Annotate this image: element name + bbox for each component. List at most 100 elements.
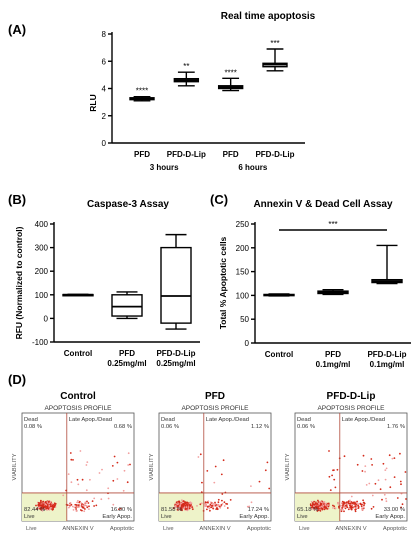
flow-plot-1-event-dot — [181, 499, 183, 502]
flow-plot-2-event-dot — [329, 489, 332, 491]
chart-b-category-label: 0.25mg/ml — [156, 359, 195, 368]
chart-c-title: Annexin V & Dead Cell Assay — [253, 199, 393, 210]
flow-plot-1-event-dot — [188, 503, 191, 506]
flow-plot-2-quad-ul-name: Dead — [297, 417, 311, 423]
chart-a-category-label: PFD-D-Lip — [167, 150, 206, 159]
flow-plot-1-event-dot — [199, 503, 202, 506]
flow-plot-2-event-dot — [362, 506, 365, 509]
chart-a-sig-label: *** — [270, 39, 279, 48]
flow-plot-2-event-dot — [315, 505, 318, 507]
chart-c-y-tick-label: 250 — [236, 220, 250, 229]
flow-plot-1-event-dot — [250, 501, 253, 504]
flow-plot-2-event-dot — [350, 501, 353, 503]
flow-plot-2-event-dot — [364, 470, 366, 473]
chart-c-category-label: PFD — [325, 350, 341, 359]
flow-plot-0-event-dot — [86, 461, 89, 463]
flow-plot-0-event-dot — [82, 506, 84, 508]
flow-plot-2-x-sub-left: Live — [299, 526, 310, 532]
flow-plot-1-event-dot — [223, 501, 226, 504]
flow-plot-1-event-dot — [264, 469, 267, 472]
chart-c-y-tick-label: 200 — [236, 244, 250, 253]
flow-plot-1-event-dot — [209, 509, 211, 512]
flow-plot-2-event-dot — [384, 469, 387, 471]
flow-plot-2-event-dot — [340, 510, 343, 513]
flow-plot-0-event-dot — [44, 503, 47, 506]
chart-c-significance-label: *** — [328, 220, 337, 229]
flow-plot-1-event-dot — [196, 505, 198, 507]
flow-plot-0-quad-ur-value: 0.68 % — [114, 424, 132, 430]
flow-plot-1-event-dot — [182, 504, 185, 507]
flow-plot-2-event-dot — [361, 503, 363, 506]
flow-plot-2-event-dot — [363, 502, 366, 505]
flow-plot-0-event-dot — [45, 507, 48, 510]
flow-plot-2-event-dot — [315, 508, 318, 511]
flow-plot-1-event-dot — [204, 501, 207, 503]
flow-plot-2-event-dot — [388, 454, 391, 457]
flow-plot-0-event-dot — [35, 504, 37, 507]
chart-b-category-label: 0.25mg/ml — [107, 359, 146, 368]
chart-a-category-label: PFD — [223, 150, 239, 159]
flow-plot-1-event-dot — [207, 500, 210, 503]
flow-plot-2-event-dot — [331, 474, 333, 477]
flow-plot-2-event-dot — [349, 499, 351, 502]
flow-plot-0-event-dot — [75, 504, 78, 506]
flow-plot-0-event-dot — [88, 505, 90, 508]
flow-plot-2-event-dot — [334, 507, 337, 510]
flow-plot-0-event-dot — [85, 504, 88, 507]
flow-plot-0-event-dot — [107, 497, 110, 500]
flow-plot-0-event-dot — [83, 504, 85, 507]
flow-plot-2-event-dot — [371, 464, 373, 466]
chart-b-y-tick-label: -100 — [32, 338, 49, 347]
flow-plot-0-event-dot — [111, 465, 114, 467]
flow-plot-2-event-dot — [310, 506, 313, 509]
flow-plot-2-event-dot — [327, 505, 330, 508]
flow-plot-2-event-dot — [317, 499, 319, 502]
flow-plot-0-event-dot — [76, 501, 78, 504]
flow-plot-0-event-dot — [53, 504, 55, 506]
flow-plot-2-event-dot — [338, 505, 340, 508]
flow-plot-1-event-dot — [266, 461, 269, 464]
flow-plot-2-event-dot — [326, 508, 329, 510]
flow-plot-1-event-dot — [176, 505, 179, 507]
flow-plot-0-event-dot — [81, 504, 84, 507]
chart-c-category-label: 0.1mg/ml — [316, 360, 351, 369]
flow-plot-1-event-dot — [223, 505, 226, 507]
chart-b-category-label: PFD — [119, 349, 135, 358]
flow-plot-0-event-dot — [36, 507, 39, 510]
flow-plot-0-event-dot — [78, 505, 81, 508]
flow-plot-1-event-dot — [187, 502, 189, 504]
panel-label-a: (A) — [8, 22, 27, 37]
flow-plot-2-event-dot — [334, 486, 337, 489]
flow-plot-0-profile-label: APOPTOSIS PROFILE — [44, 405, 112, 412]
flow-plot-0-event-dot — [42, 503, 45, 506]
chart-b-category-label: Control — [64, 349, 92, 358]
flow-plot-0-title: Control — [60, 391, 96, 402]
flow-plot-1-event-dot — [208, 505, 211, 507]
flow-plot-1-event-dot — [222, 459, 225, 462]
flow-plot-2-event-dot — [385, 497, 387, 500]
chart-c-y-tick-label: 0 — [245, 339, 250, 348]
flow-plot-2-event-dot — [332, 469, 334, 472]
flow-plot-0-event-dot — [83, 510, 86, 513]
flow-plot-0-event-dot — [98, 472, 101, 474]
flow-plot-0-event-dot — [116, 461, 119, 464]
flow-plot-1-event-dot — [199, 453, 202, 456]
flow-plot-0-event-dot — [120, 507, 122, 510]
flow-plot-2-quad-ur-name: Late Apop./Dead — [342, 417, 385, 423]
chart-c-y-tick-label: 50 — [240, 315, 249, 324]
flow-plot-1-quad-ll-value: 81.58 % — [161, 507, 182, 513]
flow-plot-0-event-dot — [51, 508, 54, 511]
flow-plot-2-event-dot — [336, 468, 339, 471]
flow-plot-0-event-dot — [46, 504, 49, 506]
flow-plot-1-event-dot — [174, 505, 177, 507]
flow-plot-2-event-dot — [320, 503, 323, 506]
flow-plot-1-event-dot — [207, 501, 209, 504]
panel-label-b: (B) — [8, 192, 27, 207]
chart-a: Real time apoptosis RLU 0 2 4 6 8 **** PFD ** PF… — [88, 11, 316, 172]
flow-plot-2-event-dot — [382, 462, 385, 465]
flow-plot-0-event-dot — [69, 502, 72, 504]
chart-b-box — [111, 294, 143, 317]
flow-plot-2-event-dot — [363, 504, 365, 506]
flow-plot-2-event-dot — [333, 478, 336, 481]
flow-plot-2-event-dot — [320, 505, 323, 508]
